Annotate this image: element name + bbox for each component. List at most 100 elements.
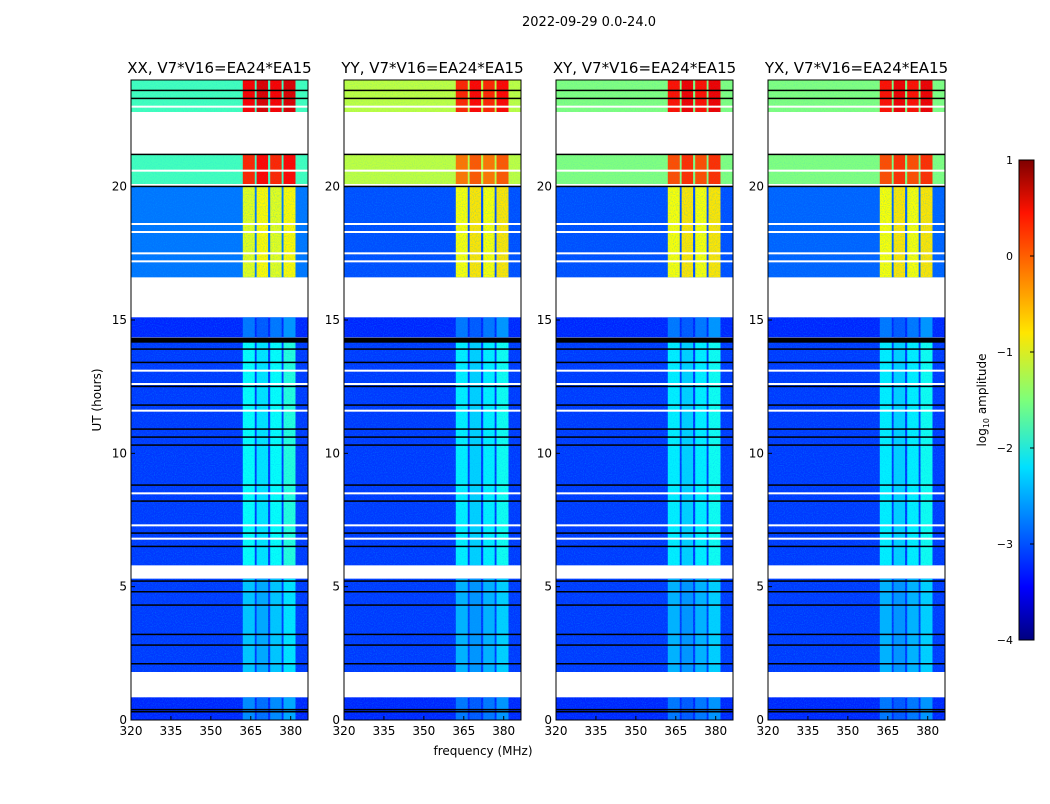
flag-line (344, 633, 521, 636)
y-tick-label: 0 (332, 713, 340, 727)
flag-line (131, 337, 308, 343)
flagged-gap-line (131, 492, 308, 495)
flag-line (344, 532, 521, 534)
y-tick-label: 0 (119, 713, 127, 727)
x-tick-label: 335 (584, 724, 607, 738)
flag-line (556, 428, 733, 430)
flagged-gap-line (344, 231, 521, 233)
flagged-gap-line (131, 252, 308, 255)
x-tick-label: 320 (545, 724, 568, 738)
flag-line (131, 711, 308, 713)
x-tick-label: 320 (120, 724, 143, 738)
flag-line (556, 604, 733, 606)
flag-line (131, 484, 308, 486)
flag-line (344, 500, 521, 502)
flag-line (344, 663, 521, 665)
flag-line (344, 644, 521, 646)
flagged-gap-line (344, 369, 521, 372)
flag-line (768, 532, 945, 534)
panel-frame (343, 79, 522, 721)
flagged-gap-line (556, 231, 733, 233)
flag-line (344, 153, 521, 156)
flagged-gap-line (131, 537, 308, 540)
x-tick-label: 350 (624, 724, 647, 738)
flag-line (768, 580, 945, 582)
flagged-gap-line (344, 409, 521, 412)
x-axis-label: frequency (MHz) (433, 744, 532, 758)
panel-0: XX, V7*V16=EA24*EA15 320 335 350 365 380 0 5 10 1… (112, 59, 312, 738)
flag-line (344, 484, 521, 486)
noise-texture (131, 154, 308, 184)
panel-frame (767, 79, 946, 721)
flag-line (556, 89, 733, 92)
flag-line (768, 436, 945, 438)
flagged-gap-line (556, 383, 733, 385)
y-tick-label: 5 (119, 580, 127, 594)
flag-line (131, 500, 308, 502)
flag-line (768, 185, 945, 188)
flag-line (131, 428, 308, 430)
x-tick-label: 320 (333, 724, 356, 738)
flag-line (344, 711, 521, 713)
flag-line (344, 97, 521, 100)
flagged-gap-line (344, 492, 521, 495)
flag-line (768, 153, 945, 156)
x-tick-label: 365 (452, 724, 475, 738)
noise-texture (131, 317, 308, 338)
flag-line (131, 361, 308, 364)
flag-line (131, 404, 308, 406)
x-tick-label: 380 (704, 724, 727, 738)
flagged-gap-line (131, 231, 308, 233)
flag-line (131, 591, 308, 593)
flag-line (768, 663, 945, 665)
x-tick-label: 320 (757, 724, 780, 738)
colorbar-tick-label: 0 (1006, 250, 1013, 263)
noise-texture (344, 154, 521, 184)
flagged-gap-line (344, 105, 521, 108)
flagged-gap-line (768, 231, 945, 233)
flag-line (131, 545, 308, 548)
flag-line (768, 428, 945, 430)
flagged-gap-line (131, 223, 308, 225)
panel-2: XY, V7*V16=EA24*EA15 320 335 350 365 380 0 5 10 1… (537, 59, 736, 738)
noise-texture (131, 340, 308, 566)
flag-line (556, 436, 733, 438)
x-tick-label: 350 (836, 724, 859, 738)
flag-line (768, 708, 945, 711)
flagged-gap-line (768, 252, 945, 255)
flagged-gap-line (768, 492, 945, 495)
colorbar-tick-label: −4 (997, 634, 1013, 647)
flag-line (768, 484, 945, 486)
flagged-gap-line (344, 524, 521, 527)
flag-line (768, 361, 945, 364)
y-tick-label: 15 (537, 313, 552, 327)
y-tick-label: 10 (112, 446, 127, 460)
noise-texture (556, 578, 733, 672)
colorbar-label-log: log (975, 428, 989, 446)
y-tick-label: 15 (325, 313, 340, 327)
flag-line (556, 484, 733, 486)
flag-line (556, 444, 733, 446)
flagged-gap-line (131, 524, 308, 527)
x-tick-label: 365 (876, 724, 899, 738)
x-tick-label: 380 (279, 724, 302, 738)
flag-line (344, 348, 521, 350)
x-tick-label: 350 (199, 724, 222, 738)
flagged-gap-line (556, 260, 733, 263)
panel-title: XY, V7*V16=EA24*EA15 (553, 59, 736, 77)
panel-frame (555, 79, 734, 721)
noise-texture (768, 340, 945, 566)
noise-texture (344, 578, 521, 672)
flagged-gap-line (344, 383, 521, 385)
flagged-gap-line (556, 223, 733, 225)
flag-line (768, 545, 945, 548)
noise-texture (131, 578, 308, 672)
noise-texture (556, 317, 733, 338)
flag-line (556, 348, 733, 350)
flag-line (556, 711, 733, 713)
noise-texture (344, 697, 521, 720)
y-tick-label: 5 (332, 580, 340, 594)
figure-title: 2022-09-29 0.0-24.0 (522, 15, 656, 30)
